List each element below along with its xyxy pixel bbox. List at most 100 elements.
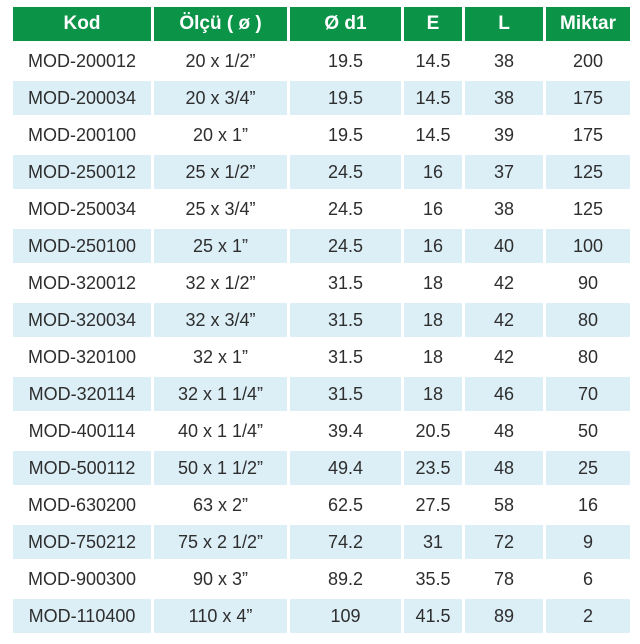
table-row: MOD-500112 50 x 1 1/2” 49.4 23.5 48 25 [10, 448, 633, 488]
cell-olcu: 75 x 2 1/2” [151, 522, 290, 562]
cell-kod: MOD-250034 [10, 189, 154, 229]
cell-o-d1: 19.5 [287, 115, 404, 155]
cell-kod: MOD-200034 [10, 78, 154, 118]
cell-miktar: 100 [543, 226, 633, 266]
cell-e: 41.5 [401, 596, 465, 636]
cell-miktar: 6 [543, 559, 633, 599]
cell-l: 46 [462, 374, 546, 414]
cell-o-d1: 31.5 [287, 300, 404, 340]
cell-miktar: 200 [543, 41, 633, 81]
column-header-l: L [462, 4, 546, 44]
cell-miktar: 50 [543, 411, 633, 451]
cell-o-d1: 24.5 [287, 152, 404, 192]
cell-olcu: 110 x 4” [151, 596, 290, 636]
cell-e: 14.5 [401, 115, 465, 155]
cell-olcu: 90 x 3” [151, 559, 290, 599]
cell-l: 38 [462, 189, 546, 229]
cell-kod: MOD-250012 [10, 152, 154, 192]
cell-o-d1: 19.5 [287, 78, 404, 118]
spec-table-container: Kod Ölçü ( ø ) Ø d1 E L Miktar MOD-200012 20 x… [10, 4, 633, 636]
cell-olcu: 25 x 1/2” [151, 152, 290, 192]
cell-e: 14.5 [401, 78, 465, 118]
table-row: MOD-250100 25 x 1” 24.5 16 40 100 [10, 226, 633, 266]
cell-miktar: 175 [543, 78, 633, 118]
cell-kod: MOD-750212 [10, 522, 154, 562]
cell-kod: MOD-630200 [10, 485, 154, 525]
cell-miktar: 16 [543, 485, 633, 525]
cell-l: 39 [462, 115, 546, 155]
cell-e: 23.5 [401, 448, 465, 488]
cell-kod: MOD-320034 [10, 300, 154, 340]
cell-o-d1: 62.5 [287, 485, 404, 525]
table-row: MOD-320100 32 x 1” 31.5 18 42 80 [10, 337, 633, 377]
cell-miktar: 80 [543, 337, 633, 377]
table-row: MOD-110400 110 x 4” 109 41.5 89 2 [10, 596, 633, 636]
cell-e: 27.5 [401, 485, 465, 525]
cell-miktar: 125 [543, 152, 633, 192]
cell-l: 48 [462, 411, 546, 451]
cell-olcu: 20 x 3/4” [151, 78, 290, 118]
table-row: MOD-400114 40 x 1 1/4” 39.4 20.5 48 50 [10, 411, 633, 451]
cell-olcu: 25 x 1” [151, 226, 290, 266]
cell-olcu: 32 x 1 1/4” [151, 374, 290, 414]
cell-o-d1: 39.4 [287, 411, 404, 451]
cell-e: 18 [401, 300, 465, 340]
cell-e: 18 [401, 337, 465, 377]
cell-miktar: 2 [543, 596, 633, 636]
cell-olcu: 32 x 1/2” [151, 263, 290, 303]
cell-kod: MOD-200100 [10, 115, 154, 155]
cell-olcu: 20 x 1/2” [151, 41, 290, 81]
product-spec-table: Kod Ölçü ( ø ) Ø d1 E L Miktar MOD-200012 20 x… [10, 4, 633, 636]
cell-l: 72 [462, 522, 546, 562]
column-header-e: E [401, 4, 465, 44]
cell-miktar: 9 [543, 522, 633, 562]
cell-olcu: 20 x 1” [151, 115, 290, 155]
cell-miktar: 25 [543, 448, 633, 488]
cell-kod: MOD-200012 [10, 41, 154, 81]
table-row: MOD-320012 32 x 1/2” 31.5 18 42 90 [10, 263, 633, 303]
cell-e: 20.5 [401, 411, 465, 451]
cell-o-d1: 24.5 [287, 226, 404, 266]
cell-o-d1: 19.5 [287, 41, 404, 81]
cell-e: 16 [401, 152, 465, 192]
cell-l: 42 [462, 300, 546, 340]
table-row: MOD-750212 75 x 2 1/2” 74.2 31 72 9 [10, 522, 633, 562]
cell-l: 38 [462, 78, 546, 118]
cell-kod: MOD-900300 [10, 559, 154, 599]
column-header-olcu: Ölçü ( ø ) [151, 4, 290, 44]
cell-l: 42 [462, 263, 546, 303]
column-header-o-d1: Ø d1 [287, 4, 404, 44]
cell-e: 14.5 [401, 41, 465, 81]
cell-o-d1: 89.2 [287, 559, 404, 599]
cell-e: 35.5 [401, 559, 465, 599]
cell-kod: MOD-320114 [10, 374, 154, 414]
cell-l: 48 [462, 448, 546, 488]
cell-e: 31 [401, 522, 465, 562]
cell-o-d1: 31.5 [287, 337, 404, 377]
table-row: MOD-630200 63 x 2” 62.5 27.5 58 16 [10, 485, 633, 525]
cell-kod: MOD-110400 [10, 596, 154, 636]
table-row: MOD-320034 32 x 3/4” 31.5 18 42 80 [10, 300, 633, 340]
table-row: MOD-200012 20 x 1/2” 19.5 14.5 38 200 [10, 41, 633, 81]
table-row: MOD-200034 20 x 3/4” 19.5 14.5 38 175 [10, 78, 633, 118]
cell-miktar: 175 [543, 115, 633, 155]
cell-l: 37 [462, 152, 546, 192]
header-row: Kod Ölçü ( ø ) Ø d1 E L Miktar [10, 4, 633, 44]
cell-o-d1: 49.4 [287, 448, 404, 488]
cell-olcu: 25 x 3/4” [151, 189, 290, 229]
column-header-kod: Kod [10, 4, 154, 44]
cell-l: 78 [462, 559, 546, 599]
cell-kod: MOD-320100 [10, 337, 154, 377]
table-row: MOD-200100 20 x 1” 19.5 14.5 39 175 [10, 115, 633, 155]
table-row: MOD-250034 25 x 3/4” 24.5 16 38 125 [10, 189, 633, 229]
cell-olcu: 40 x 1 1/4” [151, 411, 290, 451]
cell-olcu: 50 x 1 1/2” [151, 448, 290, 488]
table-body: MOD-200012 20 x 1/2” 19.5 14.5 38 200 MOD-2000… [10, 41, 633, 636]
cell-miktar: 90 [543, 263, 633, 303]
column-header-miktar: Miktar [543, 4, 633, 44]
table-row: MOD-320114 32 x 1 1/4” 31.5 18 46 70 [10, 374, 633, 414]
cell-o-d1: 74.2 [287, 522, 404, 562]
cell-olcu: 63 x 2” [151, 485, 290, 525]
cell-miktar: 70 [543, 374, 633, 414]
cell-l: 42 [462, 337, 546, 377]
